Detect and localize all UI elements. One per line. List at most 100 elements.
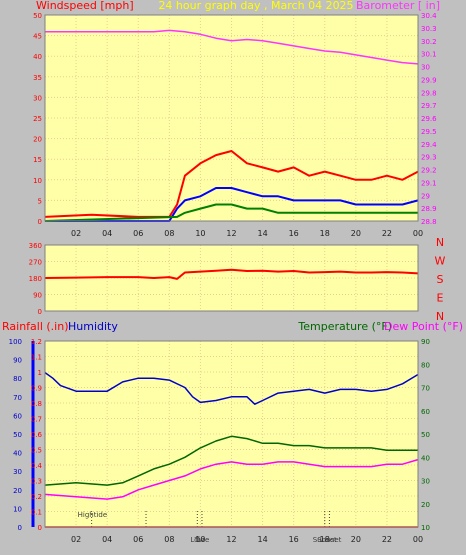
windspeed-y-tick-label: 30 — [33, 94, 42, 102]
humidity-y-tick-label: 100 — [9, 338, 22, 346]
direction-y-tick-label: 90 — [33, 292, 42, 300]
temperature-x-tick-label: 12 — [226, 535, 236, 544]
barometer-y-tick-label: 28.8 — [421, 218, 437, 226]
barometer-y-tick-label: 29.2 — [421, 167, 437, 175]
windspeed-y-tick-label: 0 — [38, 218, 42, 226]
direction-y-tick-label: 0 — [38, 308, 42, 316]
humidity-y-tick-label: 20 — [13, 487, 22, 495]
wind-x-tick-label: 10 — [195, 229, 205, 238]
wind-low-line — [44, 203, 418, 222]
rainfall-y-tick-label: 0.4 — [31, 462, 43, 470]
windspeed-y-tick-label: 35 — [33, 74, 42, 82]
windspeed-y-tick-label: 25 — [33, 115, 42, 123]
wind-x-tick-label: 18 — [320, 229, 330, 238]
barometer-y-tick-label: 30.2 — [421, 38, 437, 46]
dew-point-line — [44, 458, 419, 500]
temperature-x-tick-label: 02 — [71, 535, 81, 544]
direction-y-tick-label: 360 — [29, 242, 42, 250]
temperature-x-tick-label: 08 — [164, 535, 174, 544]
humidity-y-tick-label: 10 — [13, 505, 22, 513]
rainfall-y-tick-label: 0 — [38, 524, 42, 532]
temperature-line — [44, 435, 418, 486]
barometer-y-tick-label: 29.5 — [421, 128, 437, 136]
wind-plot-border — [44, 14, 419, 222]
humidity-y-tick-label: 70 — [13, 394, 22, 402]
humidity-y-tick-label: 90 — [13, 357, 22, 365]
compass-label: W — [435, 255, 446, 268]
chart-labels: 24 hour graph day , March 04 2025 Windsp… — [2, 0, 463, 333]
temperature-y-tick-label: 60 — [421, 408, 430, 416]
humidity-y-tick-label: 60 — [13, 412, 22, 420]
rainfall-y-tick-label: 0.2 — [31, 493, 42, 501]
temperature-x-tick-label: 20 — [351, 535, 361, 544]
humidity-y-tick-label: 0 — [18, 524, 22, 532]
barometer-y-tick-label: 29.1 — [421, 179, 437, 187]
wind-direction-line — [44, 268, 419, 280]
barometer-y-tick-label: 29.9 — [421, 76, 437, 84]
rainfall-y-tick-label: 0.8 — [31, 400, 42, 408]
humidity-y-tick-label: 30 — [13, 468, 22, 476]
temperature-x-tick-label: 16 — [289, 535, 299, 544]
temperature-x-tick-label: 00 — [413, 535, 423, 544]
wind-x-tick-label: 08 — [164, 229, 174, 238]
barometer-y-tick-label: 29 — [421, 192, 430, 200]
temperature-plot-border — [44, 340, 419, 528]
temperature-x-tick-label: 22 — [382, 535, 392, 544]
wind-x-tick-label: 22 — [382, 229, 392, 238]
windspeed-y-tick-label: 45 — [33, 33, 42, 41]
wind-x-tick-label: 04 — [102, 229, 112, 238]
temperature-axis-title: Temperature (°F) — [297, 320, 392, 333]
wind-x-tick-label: 16 — [289, 229, 299, 238]
rainfall-y-tick-label: 1.2 — [31, 338, 42, 346]
windspeed-y-tick-label: 40 — [33, 53, 42, 61]
humidity-line — [44, 371, 419, 405]
barometer-y-tick-label: 30.4 — [421, 12, 437, 20]
rainfall-y-tick-label: 1 — [38, 369, 42, 377]
humidity-y-tick-label: 80 — [13, 375, 22, 383]
event-label: Hightide — [78, 511, 108, 519]
rainfall-y-tick-label: 0.5 — [31, 447, 42, 455]
compass-label: N — [436, 236, 444, 249]
barometer-y-tick-label: 29.3 — [421, 154, 437, 162]
wind-barometer-chart: 0 5 10 15 20 25 30 35 40 45 50 28.8 28.9 29 29.1 29.2 29… — [33, 12, 437, 238]
wind-average-line — [45, 187, 419, 222]
humidity-axis-title: Humidity — [68, 320, 118, 333]
windspeed-y-tick-label: 50 — [33, 12, 42, 20]
barometer-line — [45, 29, 419, 65]
barometer-axis-title: Barometer [ in] — [356, 0, 440, 12]
windspeed-y-tick-label: 20 — [33, 136, 42, 144]
wind-x-tick-label: 12 — [226, 229, 236, 238]
temperature-y-tick-label: 30 — [421, 478, 430, 486]
event-label: Sunset — [313, 536, 337, 544]
rainfall-y-tick-label: 0.3 — [31, 478, 42, 486]
temperature-humidity-chart: 0 0.1 0.2 0.3 0.4 0.5 0.6 0.7 0.8 0.9 1 1.1 1.2 0 10 20… — [9, 338, 430, 544]
windspeed-y-tick-label: 15 — [33, 156, 42, 164]
windspeed-line — [44, 150, 419, 218]
temperature-y-tick-label: 10 — [421, 524, 430, 532]
temperature-x-tick-label: 14 — [257, 535, 267, 544]
rainfall-y-tick-label: 0.1 — [31, 509, 42, 517]
temperature-y-tick-label: 70 — [421, 385, 430, 393]
chart-title: 24 hour graph day , March 04 2025 — [158, 0, 353, 12]
barometer-y-tick-label: 28.9 — [421, 205, 437, 213]
wind-x-tick-label: 14 — [257, 229, 267, 238]
compass-label: S — [437, 273, 444, 286]
barometer-y-tick-label: 30.1 — [421, 51, 437, 59]
wind-x-tick-label: 02 — [71, 229, 81, 238]
rainfall-y-tick-label: 1.1 — [31, 354, 42, 362]
temperature-x-tick-label: 06 — [133, 535, 143, 544]
barometer-y-tick-label: 29.4 — [421, 141, 437, 149]
compass-label: E — [437, 292, 444, 305]
event-label: Sunset — [317, 536, 341, 544]
barometer-y-tick-label: 30 — [421, 64, 430, 72]
barometer-y-tick-label: 29.6 — [421, 115, 437, 123]
barometer-y-tick-label: 29.8 — [421, 89, 437, 97]
rainfall-y-tick-label: 0.7 — [31, 416, 42, 424]
direction-plot-border — [44, 244, 419, 312]
windspeed-y-tick-label: 10 — [33, 177, 42, 185]
dew-point-axis-title: Dew Point (°F) — [384, 320, 463, 333]
humidity-y-tick-label: 40 — [13, 450, 22, 458]
temperature-x-tick-label: 10 — [195, 535, 205, 544]
